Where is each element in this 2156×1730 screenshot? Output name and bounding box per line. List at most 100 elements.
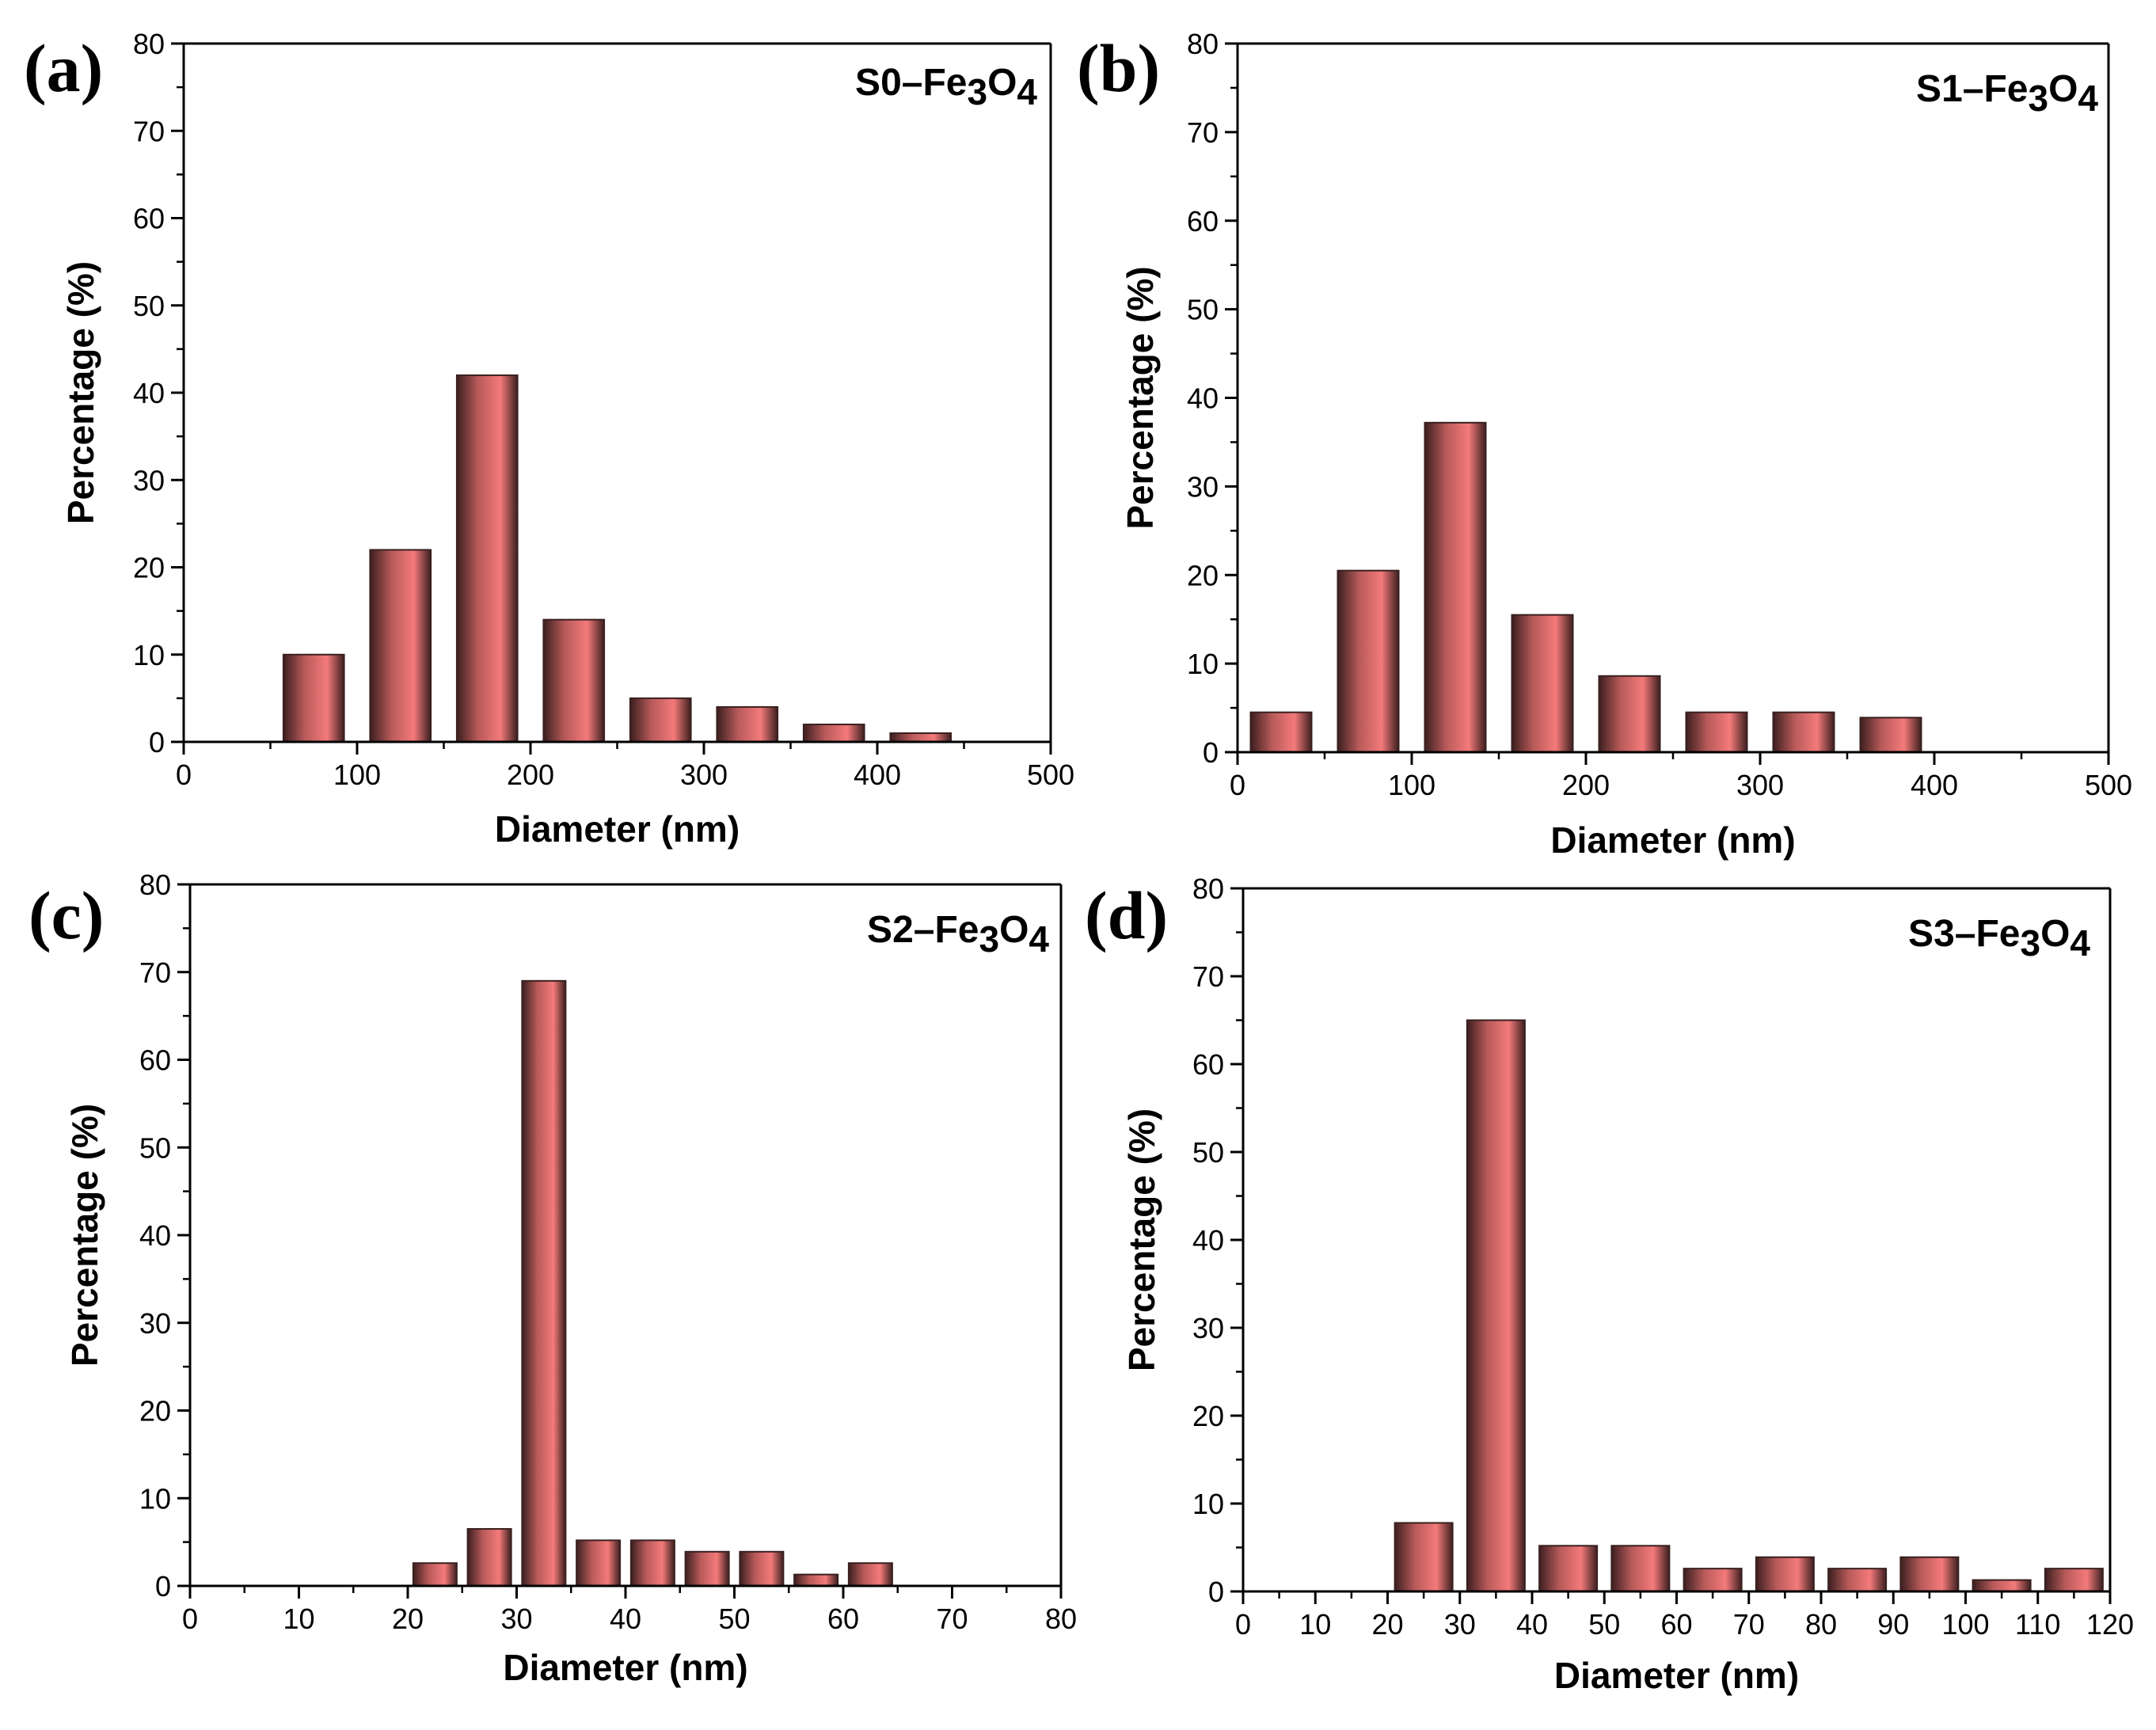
x-tick-label: 90	[1877, 1608, 1909, 1641]
x-tick-label: 70	[1733, 1608, 1765, 1641]
x-tick-label: 40	[610, 1603, 641, 1635]
bar	[1424, 421, 1487, 753]
y-axis-title: Percentage (%)	[60, 261, 101, 524]
bar	[1772, 711, 1835, 753]
x-tick-label: 20	[392, 1603, 424, 1635]
x-tick-label: 200	[1562, 769, 1610, 801]
panel-b: 0 100 200 300 400 500 0 10 20 30 40 50 60 70 80 Diamete…	[1077, 28, 2132, 861]
x-axis-title: Diameter (nm)	[1550, 819, 1795, 861]
bar	[1466, 1019, 1526, 1592]
y-tick-label: 80	[139, 869, 171, 901]
y-tick-label: 10	[133, 639, 165, 671]
y-tick-label: 20	[1192, 1400, 1224, 1432]
y-tick-label: 70	[133, 115, 165, 147]
bar	[1598, 675, 1661, 753]
y-tick-label: 40	[139, 1219, 171, 1252]
sample-label-subscript: 4	[2078, 78, 2098, 119]
sample-label-text: O	[987, 62, 1017, 104]
sample-label: S3–Fe3O4	[1908, 913, 2090, 964]
y-tick-label: 10	[139, 1482, 171, 1515]
panel-letter: (a)	[24, 30, 103, 106]
bar	[802, 723, 865, 743]
x-tick-label: 60	[827, 1603, 859, 1635]
panel-letter: (d)	[1085, 877, 1168, 953]
y-tick-label: 80	[133, 28, 165, 60]
x-tick-label: 60	[1660, 1608, 1692, 1641]
x-tick-label: 80	[1045, 1603, 1077, 1635]
y-tick-label: 50	[1192, 1136, 1224, 1169]
y-tick-label: 50	[1187, 294, 1219, 326]
y-tick-label: 30	[133, 464, 165, 496]
sample-label-text: O	[999, 909, 1029, 951]
bar	[466, 1528, 512, 1587]
bar	[282, 653, 345, 743]
x-axis-title: Diameter (nm)	[503, 1647, 747, 1688]
y-tick-label: 80	[1192, 873, 1224, 905]
bar	[521, 979, 567, 1587]
bar	[412, 1562, 458, 1587]
panel-d: 0 10 20 30 40 50 60 70 80 90 100 110 120 0 10 20 30 40 50 6…	[1085, 873, 2134, 1696]
y-tick-label: 60	[1192, 1048, 1224, 1081]
bar	[1827, 1568, 1888, 1593]
x-tick-label: 80	[1805, 1608, 1837, 1641]
bar	[542, 618, 606, 743]
y-axis-title: Percentage (%)	[1120, 266, 1161, 529]
bar	[1511, 614, 1574, 753]
bar	[739, 1550, 785, 1587]
y-tick-label: 40	[1187, 382, 1219, 415]
y-tick-label: 70	[139, 956, 171, 989]
bar	[1683, 1568, 1743, 1593]
y-tick-label: 30	[1187, 470, 1219, 503]
sample-label: S2–Fe3O4	[867, 909, 1049, 960]
y-tick-label: 30	[1192, 1312, 1224, 1344]
y-tick-label: 50	[133, 290, 165, 322]
bar	[1394, 1522, 1454, 1593]
x-tick-label: 30	[1444, 1608, 1476, 1641]
sample-label-text: O	[2048, 68, 2078, 110]
panel-letter: (b)	[1077, 30, 1160, 106]
y-tick-label: 70	[1187, 116, 1219, 149]
sample-label-subscript: 4	[1029, 918, 1049, 960]
y-tick-label: 0	[1208, 1576, 1224, 1608]
sample-label-subscript: 4	[1017, 71, 1037, 112]
y-axis-title: Percentage (%)	[1121, 1108, 1162, 1371]
x-tick-label: 200	[507, 759, 554, 791]
x-tick-label: 0	[1235, 1608, 1251, 1641]
sample-label-subscript: 3	[2028, 78, 2048, 119]
x-tick-label: 400	[854, 759, 901, 791]
x-tick-label: 0	[176, 759, 192, 791]
bar	[716, 705, 779, 743]
x-tick-label: 50	[1588, 1608, 1620, 1641]
sample-label: S1–Fe3O4	[1916, 68, 2098, 119]
sample-label: S0–Fe3O4	[855, 62, 1037, 112]
y-tick-label: 10	[1187, 648, 1219, 680]
x-tick-label: 500	[1027, 759, 1074, 791]
y-tick-label: 0	[155, 1570, 171, 1603]
x-tick-label: 0	[1230, 769, 1245, 801]
bar	[2044, 1568, 2104, 1593]
x-tick-label: 40	[1516, 1608, 1548, 1641]
y-tick-label: 60	[133, 203, 165, 235]
y-tick-label: 60	[139, 1044, 171, 1077]
x-axis-title: Diameter (nm)	[1554, 1655, 1799, 1696]
x-tick-label: 300	[1736, 769, 1784, 801]
x-tick-label: 100	[1941, 1608, 1989, 1641]
y-tick-label: 10	[1192, 1488, 1224, 1520]
sample-label-subscript: 3	[2020, 922, 2040, 964]
x-tick-label: 0	[182, 1603, 198, 1635]
sample-label-subscript: 3	[979, 918, 999, 960]
x-tick-label: 30	[500, 1603, 532, 1635]
bar	[629, 697, 692, 743]
bar	[1337, 569, 1400, 753]
bar	[1755, 1556, 1815, 1592]
bar	[1899, 1556, 1960, 1592]
y-tick-label: 0	[1203, 736, 1219, 769]
panel-c: 0 10 20 30 40 50 60 70 80 0 10 20 30 40 50 60 70 80 Diamet…	[29, 869, 1077, 1688]
sample-label-text: S2–Fe	[867, 909, 979, 951]
y-tick-label: 30	[139, 1307, 171, 1340]
y-axis-title: Percentage (%)	[64, 1104, 105, 1367]
bar	[576, 1539, 622, 1587]
x-tick-label: 10	[283, 1603, 314, 1635]
x-tick-label: 300	[680, 759, 728, 791]
